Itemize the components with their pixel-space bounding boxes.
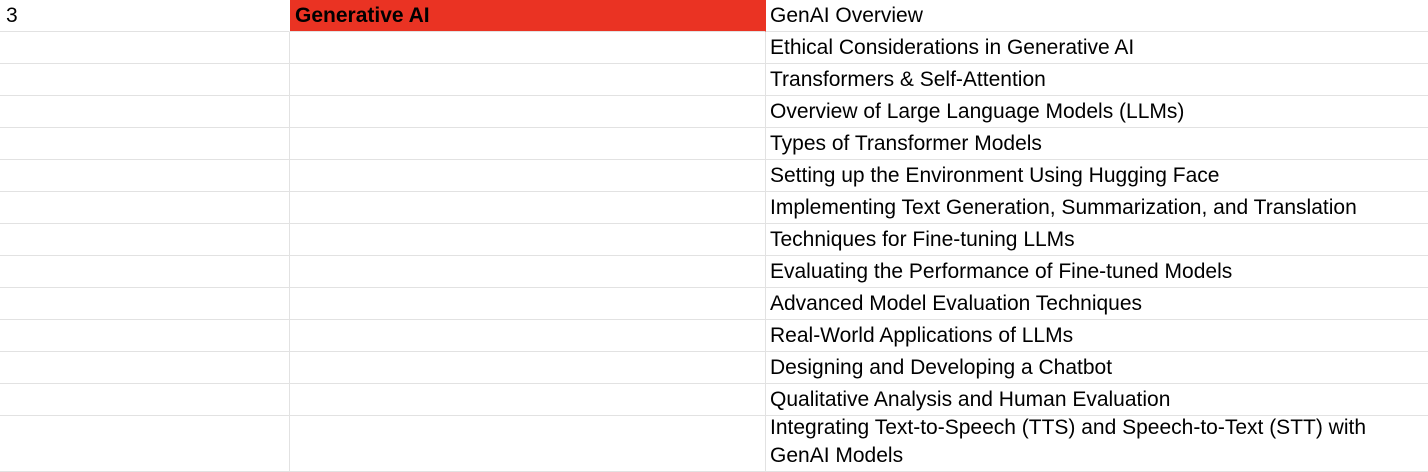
topic-text: Overview of Large Language Models (LLMs) <box>770 100 1185 123</box>
cell-blank[interactable] <box>290 32 766 64</box>
cell-blank[interactable] <box>290 352 766 384</box>
cell-blank[interactable] <box>290 128 766 160</box>
cell-topic[interactable]: Designing and Developing a Chatbot <box>766 352 1428 384</box>
table-row: Qualitative Analysis and Human Evaluatio… <box>0 384 1428 416</box>
cell-topic[interactable]: Qualitative Analysis and Human Evaluatio… <box>766 384 1428 416</box>
table-row: Advanced Model Evaluation Techniques <box>0 288 1428 320</box>
cell-topic[interactable]: Advanced Model Evaluation Techniques <box>766 288 1428 320</box>
cell-blank[interactable] <box>0 160 290 192</box>
module-name-text: Generative AI <box>295 4 430 27</box>
cell-blank[interactable] <box>290 224 766 256</box>
cell-topic[interactable]: Evaluating the Performance of Fine-tuned… <box>766 256 1428 288</box>
cell-blank[interactable] <box>290 64 766 96</box>
topic-text: Setting up the Environment Using Hugging… <box>770 164 1220 187</box>
cell-blank[interactable] <box>290 320 766 352</box>
cell-blank[interactable] <box>0 192 290 224</box>
cell-topic[interactable]: Types of Transformer Models <box>766 128 1428 160</box>
cell-blank[interactable] <box>0 416 290 472</box>
cell-blank[interactable] <box>290 96 766 128</box>
cell-module-name[interactable]: Generative AI <box>290 0 766 32</box>
cell-blank[interactable] <box>0 224 290 256</box>
cell-topic[interactable]: Integrating Text-to-Speech (TTS) and Spe… <box>766 416 1428 472</box>
cell-topic[interactable]: Implementing Text Generation, Summarizat… <box>766 192 1428 224</box>
topic-text: Designing and Developing a Chatbot <box>770 356 1113 379</box>
cell-blank[interactable] <box>0 320 290 352</box>
table-row: Types of Transformer Models <box>0 128 1428 160</box>
cell-blank[interactable] <box>290 192 766 224</box>
cell-topic[interactable]: Setting up the Environment Using Hugging… <box>766 160 1428 192</box>
cell-blank[interactable] <box>0 96 290 128</box>
topic-text: GenAI Overview <box>770 4 923 27</box>
cell-topic[interactable]: GenAI Overview <box>766 0 1428 32</box>
cell-blank[interactable] <box>290 160 766 192</box>
table-row: 3 Generative AI GenAI Overview <box>0 0 1428 32</box>
cell-blank[interactable] <box>290 416 766 472</box>
table-row: Techniques for Fine-tuning LLMs <box>0 224 1428 256</box>
topic-text: Types of Transformer Models <box>770 132 1042 155</box>
cell-blank[interactable] <box>0 32 290 64</box>
cell-blank[interactable] <box>290 256 766 288</box>
cell-blank[interactable] <box>0 288 290 320</box>
table-row: Evaluating the Performance of Fine-tuned… <box>0 256 1428 288</box>
cell-blank[interactable] <box>290 288 766 320</box>
cell-module-number[interactable]: 3 <box>0 0 290 32</box>
cell-blank[interactable] <box>0 256 290 288</box>
topic-text: Implementing Text Generation, Summarizat… <box>770 196 1357 219</box>
topic-text: Advanced Model Evaluation Techniques <box>770 292 1143 315</box>
cell-topic[interactable]: Transformers & Self-Attention <box>766 64 1428 96</box>
table-row: Real-World Applications of LLMs <box>0 320 1428 352</box>
topic-text: Ethical Considerations in Generative AI <box>770 36 1135 59</box>
table-row: Ethical Considerations in Generative AI <box>0 32 1428 64</box>
topic-text: Qualitative Analysis and Human Evaluatio… <box>770 388 1171 411</box>
topic-text: Integrating Text-to-Speech (TTS) and Spe… <box>770 416 1367 467</box>
cell-topic[interactable]: Ethical Considerations in Generative AI <box>766 32 1428 64</box>
module-number-text: 3 <box>6 4 18 27</box>
table-row: Designing and Developing a Chatbot <box>0 352 1428 384</box>
cell-blank[interactable] <box>0 128 290 160</box>
topic-text: Transformers & Self-Attention <box>770 68 1046 91</box>
topic-text: Evaluating the Performance of Fine-tuned… <box>770 260 1233 283</box>
table-row: Implementing Text Generation, Summarizat… <box>0 192 1428 224</box>
table-row: Overview of Large Language Models (LLMs) <box>0 96 1428 128</box>
cell-blank[interactable] <box>0 384 290 416</box>
table-row: Transformers & Self-Attention <box>0 64 1428 96</box>
cell-blank[interactable] <box>0 64 290 96</box>
table-row: Setting up the Environment Using Hugging… <box>0 160 1428 192</box>
table-row: Integrating Text-to-Speech (TTS) and Spe… <box>0 416 1428 472</box>
topic-text: Techniques for Fine-tuning LLMs <box>770 228 1075 251</box>
topic-text: Real-World Applications of LLMs <box>770 324 1074 347</box>
cell-blank[interactable] <box>0 352 290 384</box>
cell-topic[interactable]: Techniques for Fine-tuning LLMs <box>766 224 1428 256</box>
cell-topic[interactable]: Overview of Large Language Models (LLMs) <box>766 96 1428 128</box>
cell-blank[interactable] <box>290 384 766 416</box>
cell-topic[interactable]: Real-World Applications of LLMs <box>766 320 1428 352</box>
